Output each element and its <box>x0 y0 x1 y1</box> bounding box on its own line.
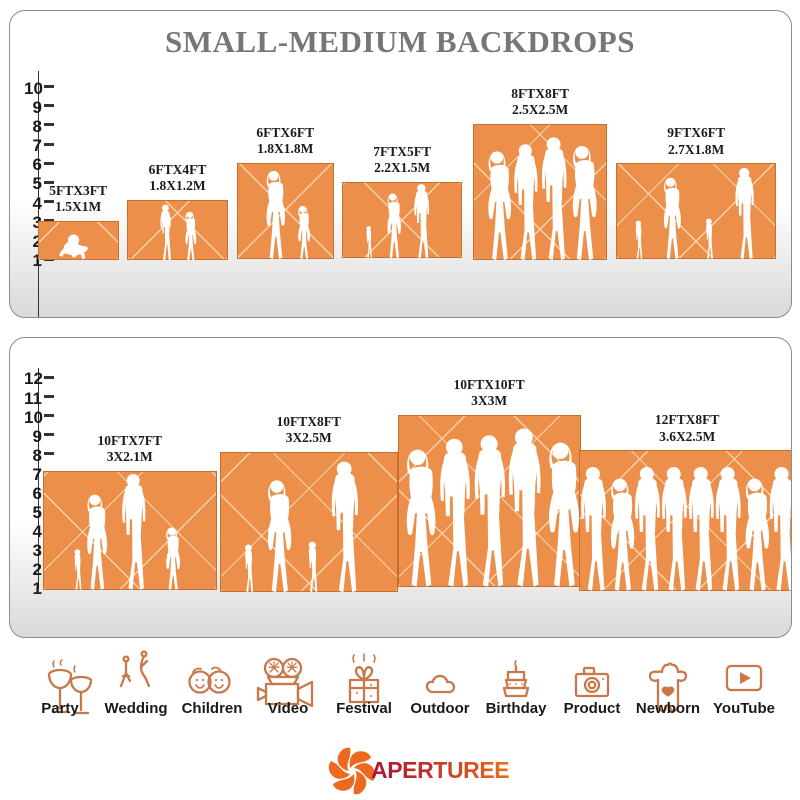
svg-text:Wedding: Wedding <box>104 700 167 717</box>
svg-text:Outdoor: Outdoor <box>410 700 469 717</box>
svg-text:Product: Product <box>564 700 621 717</box>
svg-text:APERTUREE: APERTUREE <box>371 757 509 783</box>
svg-text:Video: Video <box>268 700 309 717</box>
svg-text:Festival: Festival <box>336 700 392 717</box>
svg-text:Children: Children <box>182 700 243 717</box>
svg-text:YouTube: YouTube <box>713 700 775 717</box>
svg-text:Birthday: Birthday <box>486 700 548 717</box>
svg-text:Party: Party <box>41 700 79 717</box>
svg-text:Newborn: Newborn <box>636 700 700 717</box>
